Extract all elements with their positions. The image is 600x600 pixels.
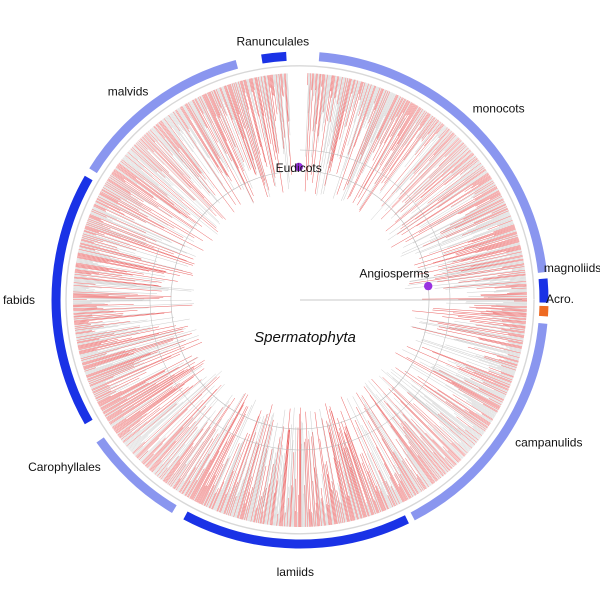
clade-label-malvids: malvids [108, 84, 149, 98]
backbone-branch-2 [414, 396, 462, 436]
clade-label-monocots: monocots [473, 101, 525, 115]
clade-labels: monocots magnoliids Acro. campanulids lamiid… [3, 34, 600, 579]
center-label: Spermatophyta [254, 329, 356, 346]
node-markers: Eudicots Angiosperms [276, 161, 433, 291]
backbone-arc [170, 170, 430, 430]
tip-ring [65, 65, 535, 535]
node-label-eudicots: Eudicots [276, 161, 322, 175]
clade-label-ranunculales: Ranunculales [236, 34, 309, 48]
node-marker-eudicots [294, 162, 303, 172]
clade-arc-campanulids [410, 322, 548, 521]
gray-branches [72, 73, 528, 528]
clade-arc-malvids [89, 59, 239, 174]
red-branches [72, 73, 528, 528]
tree-branches [72, 73, 528, 528]
node-marker-angiosperms [424, 281, 433, 291]
clade-label-campanulids: campanulids [515, 435, 582, 449]
clade-label-magnoliids: magnoliids [544, 261, 600, 275]
backbone-branch-5 [164, 138, 218, 202]
clade-label-fabids: fabids [3, 293, 35, 307]
clade-label-lamiids: lamiids [277, 565, 314, 579]
eudicot-arc [149, 149, 451, 451]
clade-arc-magnoliids [538, 278, 549, 303]
backbone-branch-0 [374, 118, 406, 171]
clade-arc-monocots [318, 52, 547, 273]
clade-label-acro: Acro. [546, 292, 574, 306]
clade-arc-fabids [51, 175, 93, 425]
clade-arc-ranunculales [261, 51, 287, 64]
clade-arc-lamiids [183, 511, 409, 549]
backbone-branch-3 [263, 447, 275, 507]
clade-label-carophyllales: Carophyllales [28, 460, 101, 474]
clade-arc-carophyllales [96, 437, 177, 514]
clade-arcs [51, 51, 549, 549]
backbone-tree [65, 65, 535, 535]
node-label-angiosperms: Angiosperms [359, 267, 429, 281]
